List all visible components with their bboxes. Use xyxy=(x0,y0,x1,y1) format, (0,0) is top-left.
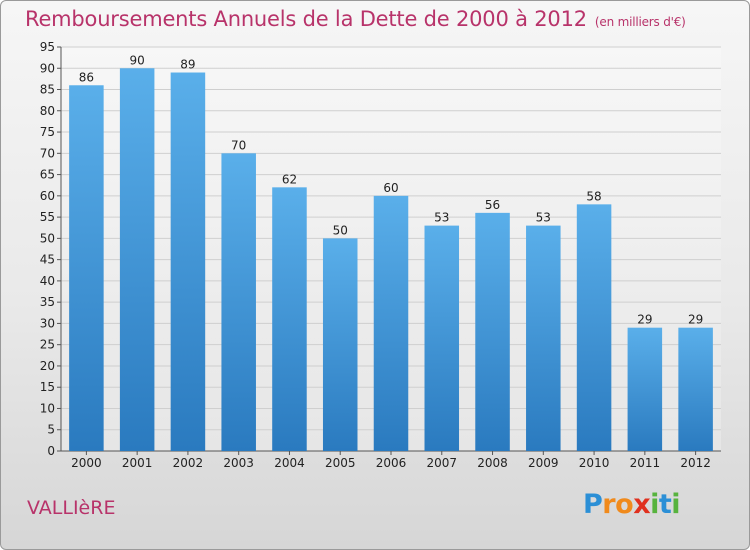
x-tick-label: 2000 xyxy=(71,456,102,470)
chart-title-text: Remboursements Annuels de la Dette de 20… xyxy=(25,7,587,31)
logo-letter: P xyxy=(583,489,603,520)
bar xyxy=(69,85,104,451)
bar xyxy=(424,225,460,451)
data-label: 58 xyxy=(586,189,601,203)
y-tick-label: 0 xyxy=(47,444,55,458)
y-tick-label: 50 xyxy=(40,231,55,245)
plot-area: 0 5 10 15 20 25 30 35 40 45 50 55 60 65 70 75 80 85 90 95 86… xyxy=(40,40,721,470)
y-tick-label: 70 xyxy=(40,146,55,160)
logo-letter: x xyxy=(633,489,651,520)
y-tick-label: 55 xyxy=(40,210,55,224)
y-tick-label: 25 xyxy=(40,338,55,352)
y-tick-label: 80 xyxy=(40,104,55,118)
bar xyxy=(526,225,561,451)
bar xyxy=(272,187,307,451)
y-tick-label: 65 xyxy=(40,168,55,182)
bar xyxy=(170,72,206,451)
data-label: 86 xyxy=(79,70,94,84)
data-label: 60 xyxy=(383,181,398,195)
bar xyxy=(322,238,358,451)
data-label: 90 xyxy=(130,53,145,67)
data-label: 50 xyxy=(333,223,348,237)
logo-letter: i xyxy=(671,489,681,520)
data-label: 53 xyxy=(434,211,449,225)
x-tick-label: 2002 xyxy=(173,456,204,470)
y-tick-label: 95 xyxy=(40,40,55,54)
logo-letter: r xyxy=(602,489,616,520)
y-tick-label: 10 xyxy=(40,401,55,415)
bar xyxy=(627,327,663,451)
commune-name: VALLIèRE xyxy=(27,497,116,519)
y-tick-label: 35 xyxy=(40,295,55,309)
y-tick-label: 5 xyxy=(47,423,55,437)
y-tick-label: 40 xyxy=(40,274,55,288)
x-tick-label: 2003 xyxy=(223,456,254,470)
data-label: 56 xyxy=(485,198,500,212)
data-label: 62 xyxy=(282,172,297,186)
x-tick-label: 2011 xyxy=(630,456,661,470)
x-tick-label: 2012 xyxy=(680,456,711,470)
x-tick-label: 2010 xyxy=(579,456,610,470)
bar xyxy=(678,327,713,451)
y-tick-label: 60 xyxy=(40,189,55,203)
bar xyxy=(576,204,612,451)
data-label: 29 xyxy=(637,313,652,327)
y-tick-label: 45 xyxy=(40,253,55,267)
bar xyxy=(475,212,510,451)
bar xyxy=(221,153,256,451)
x-tick-label: 2008 xyxy=(477,456,508,470)
x-tick-label: 2009 xyxy=(528,456,559,470)
bar xyxy=(373,195,409,451)
bar xyxy=(119,68,155,452)
y-tick-label: 30 xyxy=(40,316,55,330)
y-tick-label: 15 xyxy=(40,380,55,394)
y-tick-label: 90 xyxy=(40,61,55,75)
x-tick-label: 2005 xyxy=(325,456,356,470)
y-tick-label: 75 xyxy=(40,125,55,139)
logo-letter: i xyxy=(650,489,659,520)
logo-letter: o xyxy=(615,489,634,520)
chart-unit: (en milliers d'€) xyxy=(594,15,686,29)
proxiti-logo: Proxiti xyxy=(583,489,681,520)
logo-letter: t xyxy=(658,489,672,520)
data-label: 89 xyxy=(180,58,195,72)
chart-title: Remboursements Annuels de la Dette de 20… xyxy=(25,7,686,31)
x-tick-label: 2001 xyxy=(122,456,153,470)
x-tick-label: 2004 xyxy=(274,456,305,470)
x-tick-label: 2007 xyxy=(426,456,457,470)
data-label: 53 xyxy=(536,211,551,225)
x-tick-label: 2006 xyxy=(376,456,407,470)
data-label: 29 xyxy=(688,313,703,327)
y-tick-label: 20 xyxy=(40,359,55,373)
y-tick-label: 85 xyxy=(40,83,55,97)
data-label: 70 xyxy=(231,138,246,152)
